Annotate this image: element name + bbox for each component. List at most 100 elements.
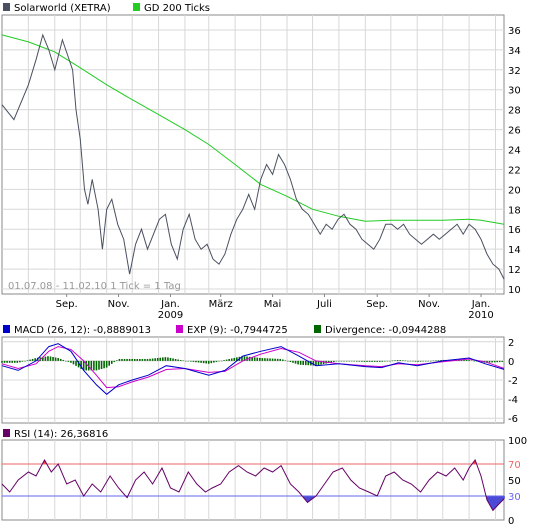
price-y-tick-label: 26 xyxy=(508,126,521,137)
divergence-bar xyxy=(493,360,496,363)
rsi-oversold-fill xyxy=(488,496,491,505)
divergence-bar xyxy=(59,358,62,361)
divergence-bar xyxy=(210,360,213,364)
divergence-bar xyxy=(381,360,384,362)
divergence-bar xyxy=(470,360,473,361)
divergence-bar xyxy=(279,358,282,361)
divergence-bar xyxy=(230,358,233,361)
divergence-bar xyxy=(432,360,435,362)
divergence-legend-label: Divergence: -0,0944288 xyxy=(325,325,446,336)
price-y-tick-label: 30 xyxy=(508,86,521,97)
divergence-bar xyxy=(348,360,350,362)
divergence-bar xyxy=(486,360,488,363)
exp-legend-swatch xyxy=(176,325,183,333)
divergence-bar xyxy=(266,358,269,361)
rsi-oversold-fill xyxy=(311,496,313,500)
price-legend-label: Solarworld (XETRA) xyxy=(14,3,111,14)
divergence-bar xyxy=(128,358,131,361)
divergence-bar xyxy=(465,359,468,361)
rsi-oversold-fill xyxy=(311,496,314,499)
rsi-overbought-fill xyxy=(474,460,476,464)
divergence-bar xyxy=(67,360,70,362)
divergence-bar xyxy=(463,359,465,361)
macd-grid xyxy=(2,337,504,423)
divergence-bar xyxy=(200,360,202,363)
date-range-footnote: 01.07.08 - 11.02.10 1 Tick = 1 Tag xyxy=(8,281,181,292)
price-y-tick-label: 20 xyxy=(508,185,521,196)
divergence-bar xyxy=(136,358,139,361)
macd-y-tick-label: -4 xyxy=(508,395,518,406)
divergence-bar xyxy=(126,358,128,361)
divergence-bar xyxy=(419,360,422,362)
divergence-bar xyxy=(54,357,57,361)
divergence-bar xyxy=(373,360,376,362)
x-tick-label: Sep. xyxy=(366,299,388,310)
rsi-y-tick-label: 100 xyxy=(508,436,527,447)
divergence-bar xyxy=(123,358,126,361)
divergence-bar xyxy=(246,356,248,361)
divergence-bar xyxy=(340,360,343,362)
divergence-bar xyxy=(207,360,210,364)
divergence-bar xyxy=(292,360,294,363)
divergence-bar xyxy=(220,360,223,362)
divergence-bar xyxy=(427,360,430,362)
divergence-bar xyxy=(276,358,279,361)
macd-y-tick-label: -6 xyxy=(508,414,518,425)
rsi-oversold-fill xyxy=(489,496,492,506)
divergence-bar xyxy=(289,360,292,362)
divergence-bar xyxy=(85,360,88,371)
divergence-bar xyxy=(133,358,136,361)
rsi-y-axis: 100 70 50 30 0 xyxy=(508,436,527,527)
divergence-bar xyxy=(131,358,133,361)
divergence-bar xyxy=(177,359,179,361)
rsi-oversold-fill xyxy=(305,496,307,501)
divergence-bar xyxy=(13,360,16,363)
divergence-bar xyxy=(65,360,67,362)
divergence-bar xyxy=(103,360,105,369)
gd200-legend-label: GD 200 Ticks xyxy=(144,3,210,14)
divergence-bar xyxy=(251,357,253,361)
divergence-bar xyxy=(399,360,401,361)
divergence-bar xyxy=(460,359,463,361)
divergence-bar xyxy=(195,360,197,363)
divergence-bar xyxy=(218,360,220,362)
x-tick-label: Juli xyxy=(316,299,332,310)
divergence-bar xyxy=(468,359,470,361)
divergence-bar xyxy=(488,360,491,363)
divergence-bar xyxy=(356,360,358,362)
rsi-overbought-fill xyxy=(473,461,476,464)
rsi-y-tick-label: 0 xyxy=(508,516,514,527)
rsi-oversold-fill xyxy=(304,496,306,500)
divergence-bar xyxy=(281,359,284,361)
rsi-overbought-fill xyxy=(43,461,45,464)
divergence-bar xyxy=(6,360,8,363)
divergence-bar xyxy=(384,360,386,362)
divergence-bar xyxy=(162,357,164,361)
divergence-bar xyxy=(243,356,246,361)
divergence-bar xyxy=(156,357,159,361)
divergence-bar xyxy=(320,360,322,365)
price-y-tick-label: 32 xyxy=(508,66,521,77)
divergence-bar xyxy=(151,358,154,361)
price-y-axis: 10 12 14 16 18 20 22 24 26 28 30 32 34 36 xyxy=(508,26,521,296)
rsi-overbought-fill xyxy=(472,462,475,464)
divergence-bar xyxy=(253,357,256,361)
divergence-bar xyxy=(498,360,501,363)
divergence-bar xyxy=(353,360,356,362)
divergence-bar xyxy=(297,360,299,365)
divergence-bar xyxy=(164,357,167,361)
rsi-fills xyxy=(42,460,505,511)
divergence-bar xyxy=(343,360,345,362)
rsi-oversold-fill xyxy=(486,496,488,500)
divergence-bar xyxy=(213,360,215,363)
divergence-bar xyxy=(108,360,111,366)
divergence-bar xyxy=(417,360,419,362)
divergence-bar xyxy=(491,360,493,363)
divergence-bar xyxy=(75,360,77,366)
price-grid xyxy=(2,15,504,294)
rsi-grid xyxy=(27,440,496,520)
divergence-bar xyxy=(371,360,373,362)
divergence-bar xyxy=(3,360,6,363)
